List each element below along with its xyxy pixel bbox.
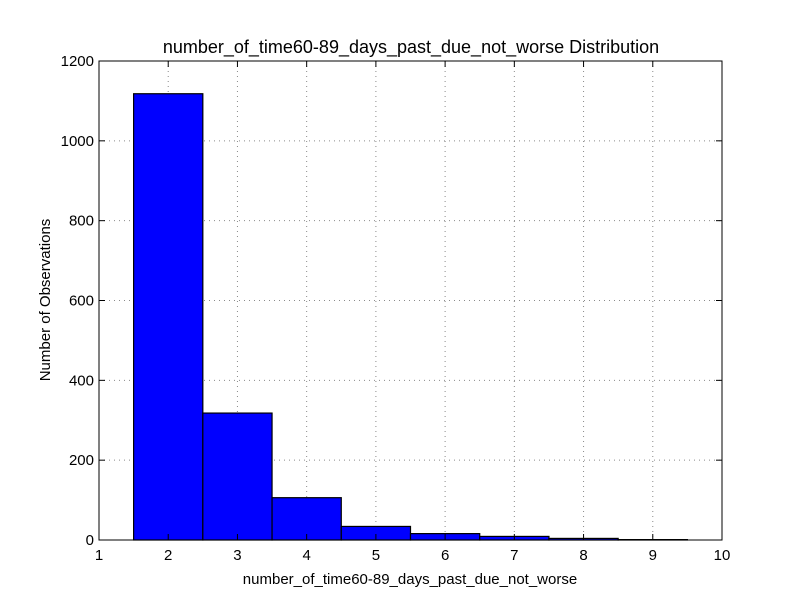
histogram-bar bbox=[271, 497, 342, 541]
x-tick-label: 6 bbox=[441, 547, 449, 564]
tick-marks bbox=[98, 60, 723, 541]
bars bbox=[133, 93, 688, 541]
histogram-bar bbox=[202, 412, 273, 541]
y-axis-label: Number of Observations bbox=[37, 219, 54, 382]
y-tick-label: 200 bbox=[69, 452, 94, 469]
y-tick-label: 800 bbox=[69, 213, 94, 230]
x-tick-label: 1 bbox=[95, 547, 103, 564]
x-tick-label: 2 bbox=[164, 547, 172, 564]
x-axis-label: number_of_time60-89_days_past_due_not_wo… bbox=[243, 571, 577, 588]
chart-title: number_of_time60-89_days_past_due_not_wo… bbox=[163, 37, 659, 58]
y-tick-labels: 0 200 400 600 800 1000 1200 bbox=[61, 53, 94, 549]
x-tick-label: 5 bbox=[372, 547, 380, 564]
histogram-bar bbox=[133, 93, 204, 541]
x-tick-label: 4 bbox=[302, 547, 310, 564]
x-tick-label: 7 bbox=[510, 547, 518, 564]
y-tick-label: 1200 bbox=[61, 53, 94, 70]
x-tick-label: 9 bbox=[649, 547, 657, 564]
x-tick-label: 3 bbox=[233, 547, 241, 564]
x-tick-label: 8 bbox=[579, 547, 587, 564]
y-tick-label: 600 bbox=[69, 293, 94, 310]
x-tick-label: 10 bbox=[714, 547, 731, 564]
x-tick-labels: 1 2 3 4 5 6 7 8 9 10 bbox=[95, 547, 731, 564]
y-tick-label: 0 bbox=[86, 532, 94, 549]
y-tick-label: 1000 bbox=[61, 133, 94, 150]
y-tick-label: 400 bbox=[69, 372, 94, 389]
